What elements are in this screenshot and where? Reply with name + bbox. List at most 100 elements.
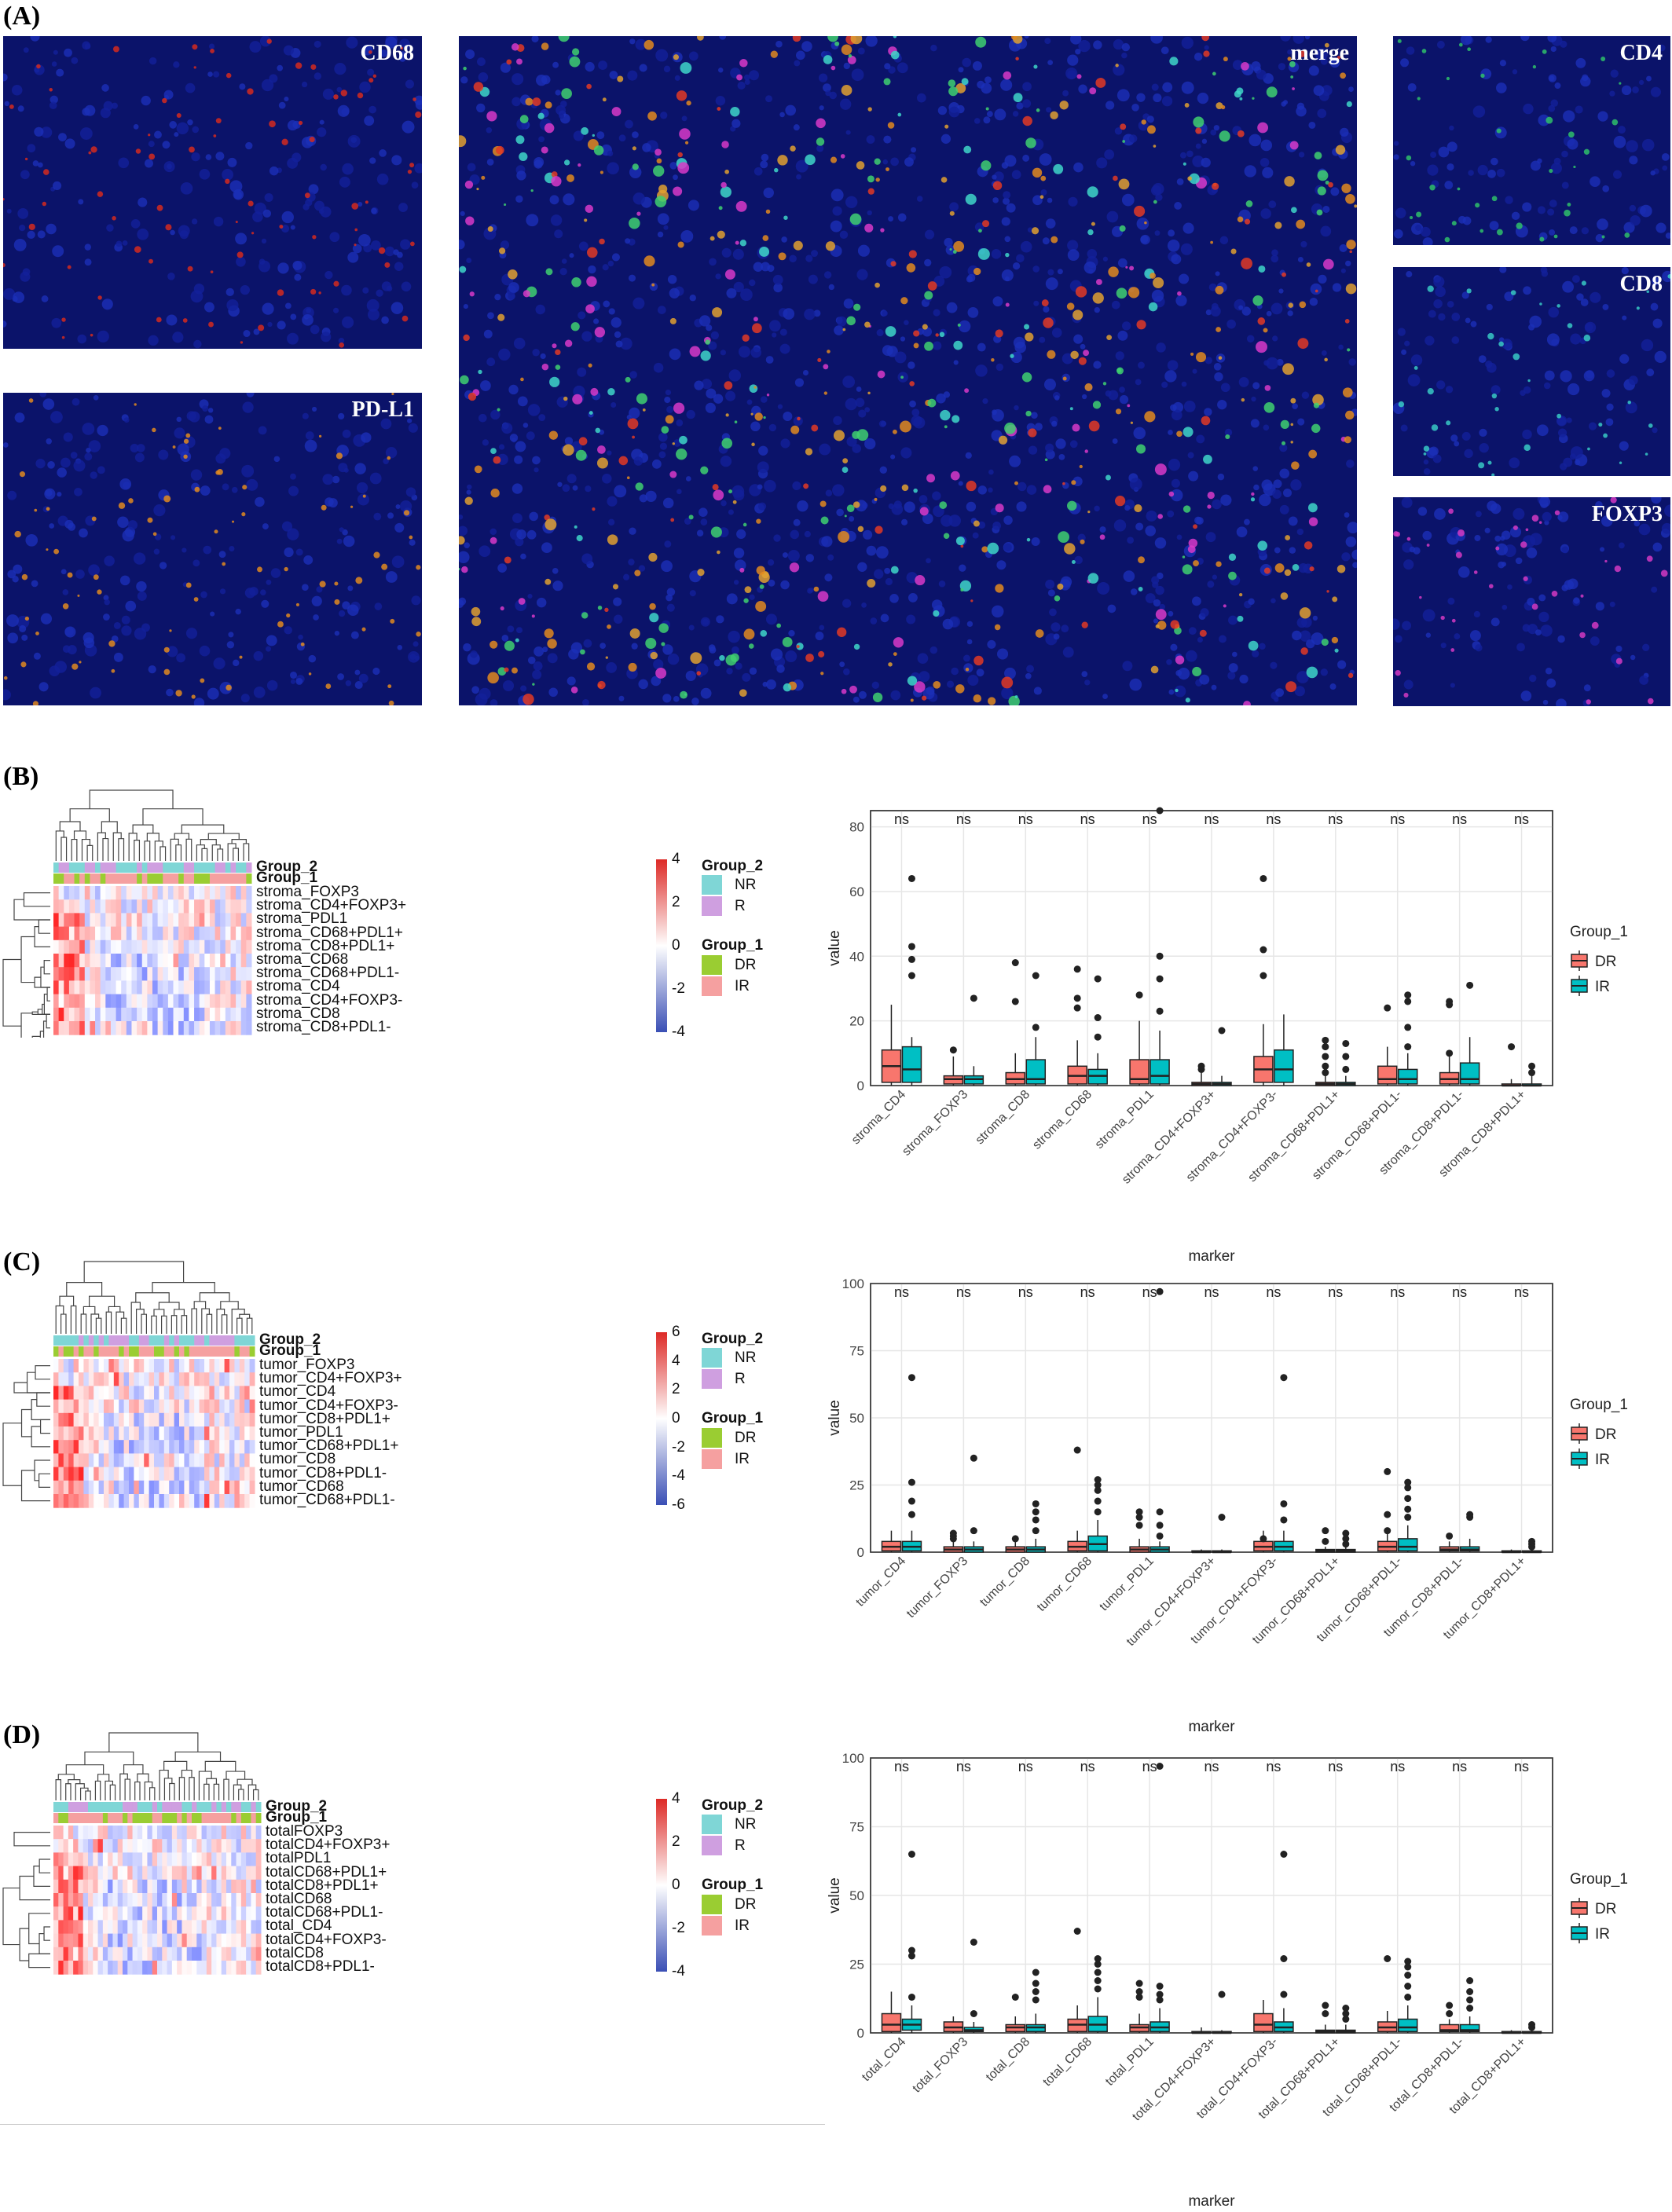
stained-cell bbox=[1008, 695, 1020, 705]
heatmap-cell bbox=[216, 1852, 222, 1867]
heatmap-cell bbox=[206, 1933, 212, 1948]
group1-cell bbox=[157, 873, 163, 884]
nucleus bbox=[1509, 526, 1522, 538]
nucleus bbox=[1251, 396, 1256, 402]
stained-cell bbox=[1241, 258, 1252, 269]
nucleus bbox=[698, 315, 711, 327]
group1-cell bbox=[209, 873, 216, 884]
heatmap-cell bbox=[113, 1399, 119, 1414]
dendrogram-branch bbox=[46, 1013, 50, 1029]
nucleus bbox=[938, 580, 946, 588]
nucleus bbox=[967, 273, 976, 282]
stained-cell bbox=[1153, 145, 1157, 148]
group2-cell bbox=[53, 1335, 59, 1346]
stained-cell bbox=[1059, 101, 1069, 110]
nucleus bbox=[700, 518, 708, 526]
nucleus bbox=[290, 225, 295, 230]
nucleus bbox=[1168, 430, 1173, 435]
stained-cell bbox=[735, 200, 747, 212]
micrograph-cd4: CD4 bbox=[1393, 36, 1670, 245]
nucleus bbox=[686, 409, 695, 419]
panel-label-d: (D) bbox=[3, 1720, 41, 1749]
stained-cell bbox=[218, 427, 222, 430]
group2-cell bbox=[189, 862, 195, 873]
heatmap-cell bbox=[204, 899, 211, 914]
heatmap-cell bbox=[163, 1440, 170, 1454]
stained-cell bbox=[226, 684, 232, 691]
stained-cell bbox=[572, 394, 583, 405]
outlier-point bbox=[1404, 1024, 1412, 1031]
heatmap-cell bbox=[110, 1007, 117, 1022]
heatmap-row-label: stroma_CD8 bbox=[256, 1005, 340, 1022]
heatmap-cell bbox=[167, 1893, 173, 1907]
stained-cell bbox=[516, 58, 522, 65]
stained-cell bbox=[789, 562, 800, 573]
heatmap-cell bbox=[97, 1961, 104, 1975]
stained-cell bbox=[1556, 304, 1560, 308]
heatmap-cell bbox=[157, 1920, 163, 1935]
nucleus bbox=[1074, 555, 1083, 565]
heatmap-cell bbox=[102, 1826, 108, 1840]
nucleus bbox=[865, 36, 878, 47]
heatmap-cell bbox=[100, 967, 106, 981]
outlier-point bbox=[1466, 981, 1474, 989]
nucleus bbox=[1070, 36, 1082, 45]
nucleus bbox=[577, 367, 587, 377]
stained-cell bbox=[1118, 178, 1130, 190]
nucleus bbox=[1135, 522, 1144, 531]
nucleus bbox=[33, 652, 41, 660]
stained-cell bbox=[961, 78, 969, 86]
nucleus bbox=[334, 63, 346, 75]
heatmap-cell bbox=[159, 1426, 165, 1441]
heatmap-cell bbox=[192, 1906, 197, 1921]
dendrogram-branch bbox=[144, 840, 151, 861]
stained-cell bbox=[754, 386, 757, 389]
stained-cell bbox=[1636, 306, 1640, 310]
heatmap-cell bbox=[214, 1399, 220, 1414]
stained-cell bbox=[834, 41, 840, 46]
outlier-point bbox=[1135, 1522, 1143, 1529]
stained-cell bbox=[465, 216, 475, 225]
stained-cell bbox=[1619, 82, 1622, 85]
heatmap-cell bbox=[78, 1893, 84, 1907]
nucleus bbox=[758, 445, 768, 456]
heatmap-cell bbox=[53, 1852, 59, 1867]
heatmap-cell bbox=[214, 886, 221, 900]
stained-cell bbox=[1347, 348, 1351, 352]
nucleus bbox=[478, 545, 491, 558]
heatmap-cell bbox=[225, 980, 231, 995]
stained-cell bbox=[1207, 491, 1215, 500]
stained-cell bbox=[112, 46, 119, 53]
nucleus bbox=[466, 489, 471, 495]
nucleus bbox=[534, 646, 544, 657]
stained-cell bbox=[1157, 514, 1163, 519]
heatmap-cell bbox=[194, 1412, 200, 1427]
stained-cell bbox=[1291, 461, 1300, 470]
stained-cell bbox=[1646, 290, 1650, 294]
stained-cell bbox=[1071, 480, 1076, 485]
outlier-point bbox=[1446, 1532, 1454, 1540]
nucleus bbox=[459, 599, 464, 608]
heatmap-cell bbox=[79, 913, 86, 928]
heatmap-cell bbox=[199, 899, 205, 914]
heatmap-cell bbox=[199, 1359, 205, 1373]
nucleus bbox=[660, 112, 668, 119]
group1-cell bbox=[249, 1346, 255, 1357]
dendrogram-branch bbox=[223, 1778, 229, 1800]
nucleus bbox=[399, 38, 410, 49]
stained-cell bbox=[782, 637, 793, 647]
stained-cell bbox=[387, 684, 392, 689]
heatmap-cell bbox=[68, 1852, 74, 1867]
heatmap-cell bbox=[147, 1866, 153, 1881]
heatmap-cell bbox=[244, 1399, 251, 1414]
heatmap-cell bbox=[186, 1906, 192, 1921]
nucleus bbox=[1352, 562, 1357, 569]
outlier-point bbox=[1404, 1043, 1412, 1051]
heatmap-cell bbox=[90, 1021, 96, 1035]
nucleus bbox=[1274, 547, 1281, 554]
heatmap-cell bbox=[147, 1879, 153, 1894]
stained-cell bbox=[580, 649, 585, 655]
nucleus bbox=[832, 484, 845, 496]
nucleus bbox=[1568, 383, 1580, 396]
heatmap-cell bbox=[64, 939, 70, 954]
